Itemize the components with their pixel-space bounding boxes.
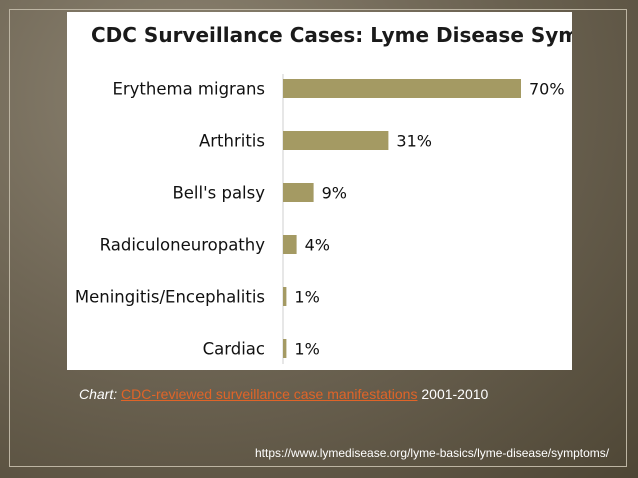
bar [283, 79, 521, 98]
source-url[interactable]: https://www.lymedisease.org/lyme-basics/… [255, 446, 610, 460]
chart-caption: Chart: CDC-reviewed surveillance case ma… [79, 386, 488, 402]
category-label: Radiculoneuropathy [100, 236, 266, 255]
bar-chart: CDC Surveillance Cases: Lyme Disease Sym… [75, 23, 572, 364]
caption-link[interactable]: CDC-reviewed surveillance case manifesta… [121, 386, 418, 402]
category-label: Arthritis [199, 132, 265, 151]
bar [283, 131, 389, 150]
caption-tail: 2001-2010 [421, 386, 489, 402]
bar [283, 183, 314, 202]
category-label: Bell's palsy [172, 184, 265, 203]
chart-title: CDC Surveillance Cases: Lyme Disease Sym… [91, 23, 572, 47]
data-label: 1% [294, 288, 319, 307]
category-label: Meningitis/Encephalitis [75, 288, 265, 307]
bar [283, 339, 287, 358]
bar [283, 235, 297, 254]
caption-lead: Chart: [79, 386, 118, 402]
data-label: 31% [396, 132, 432, 151]
slide-frame [9, 9, 627, 467]
chart-panel: CDC Surveillance Cases: Lyme Disease Sym… [67, 12, 572, 370]
bars-group: Erythema migrans 70% Arthritis 31% Bell's pa… [75, 79, 565, 359]
data-label: 9% [322, 184, 347, 203]
data-label: 4% [305, 236, 330, 255]
data-label: 70% [529, 80, 565, 99]
data-label: 1% [294, 340, 319, 359]
category-label: Erythema migrans [112, 80, 265, 99]
bar [283, 287, 287, 306]
category-label: Cardiac [203, 340, 265, 359]
